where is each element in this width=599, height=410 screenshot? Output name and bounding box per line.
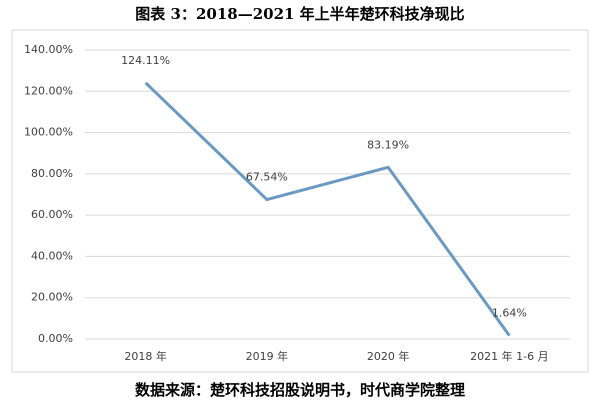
x-tick-label: 2018 年	[124, 349, 167, 363]
y-tick-label: 20.00%	[31, 291, 73, 304]
y-tick-label: 80.00%	[31, 167, 73, 180]
y-tick-label: 100.00%	[24, 126, 73, 139]
x-tick-label: 2020 年	[367, 349, 410, 363]
x-tick-label: 2021 年 1-6 月	[470, 349, 548, 363]
data-label: 1.64%	[492, 307, 527, 320]
chart-frame	[11, 29, 589, 373]
data-label: 83.19%	[367, 138, 409, 151]
data-label: 67.54%	[246, 171, 288, 184]
source-note: 数据来源：楚环科技招股说明书，时代商学院整理	[135, 381, 465, 399]
data-label: 124.11%	[121, 54, 170, 67]
y-tick-label: 120.00%	[24, 84, 73, 97]
chart-title: 图表 3：2018—2021 年上半年楚环科技净现比	[135, 5, 464, 23]
y-tick-label: 40.00%	[31, 249, 73, 262]
data-line	[144, 81, 511, 337]
y-tick-label: 60.00%	[31, 208, 73, 221]
x-tick-label: 2019 年	[246, 349, 289, 363]
y-tick-label: 140.00%	[24, 43, 73, 56]
y-tick-label: 0.00%	[38, 332, 73, 345]
